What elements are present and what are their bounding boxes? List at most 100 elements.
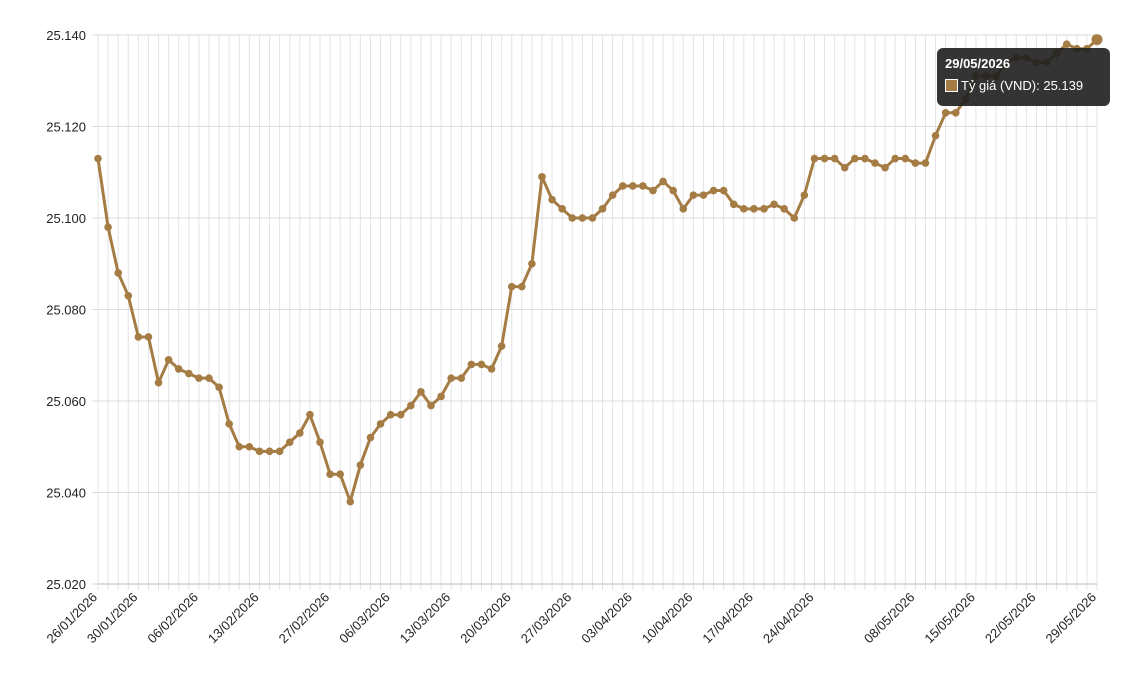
point (629, 182, 637, 190)
point (1091, 34, 1103, 46)
point (750, 205, 758, 213)
tooltip-swatch (945, 79, 958, 92)
point (518, 282, 526, 291)
point (386, 410, 395, 419)
x-tick-label: 06/02/2026 (144, 590, 201, 647)
point (598, 205, 607, 213)
point (427, 401, 435, 410)
point (689, 191, 698, 199)
x-tick-label: 22/05/2026 (982, 590, 1039, 647)
point (558, 205, 566, 213)
point (941, 108, 950, 117)
point (144, 333, 153, 341)
point (639, 182, 647, 190)
x-tick-label: 27/03/2026 (518, 590, 575, 647)
point (114, 269, 122, 277)
point (296, 429, 304, 437)
point (800, 191, 809, 199)
point (608, 191, 617, 199)
point (790, 214, 799, 222)
point (407, 401, 415, 410)
point (881, 163, 889, 172)
point (659, 177, 667, 186)
point (921, 159, 930, 167)
point (840, 163, 849, 172)
point (336, 470, 344, 479)
point (760, 205, 768, 213)
point (174, 365, 183, 373)
point (931, 131, 940, 140)
y-tick-label: 25.060 (46, 394, 86, 409)
point (719, 186, 728, 195)
point (215, 383, 223, 392)
x-tick-label: 24/04/2026 (760, 590, 817, 647)
point (245, 442, 254, 451)
y-tick-label: 25.140 (46, 28, 86, 43)
x-tick-label: 15/05/2026 (921, 590, 978, 647)
point (417, 388, 425, 396)
point (124, 291, 133, 300)
point (568, 214, 577, 222)
point (709, 186, 718, 195)
point (134, 333, 143, 341)
point (275, 447, 284, 456)
y-tick-label: 25.040 (46, 486, 86, 501)
point (164, 356, 173, 364)
point (618, 182, 627, 190)
tooltip: 29/05/2026 Tỷ giá (VND): 25.139 (937, 48, 1110, 106)
point (467, 360, 476, 369)
x-tick-label: 13/02/2026 (205, 590, 262, 647)
y-tick-label: 25.080 (46, 303, 86, 318)
x-tick-label: 10/04/2026 (639, 590, 696, 647)
point (538, 173, 546, 181)
point (588, 214, 597, 222)
point (851, 154, 859, 163)
x-tick-label: 03/04/2026 (578, 590, 635, 647)
point (891, 154, 899, 163)
point (507, 282, 516, 291)
point (548, 195, 556, 204)
point (497, 342, 506, 350)
point (185, 369, 193, 378)
point (154, 378, 163, 387)
point (326, 470, 334, 479)
point (951, 108, 960, 117)
point (225, 420, 233, 428)
point (396, 410, 405, 419)
point (94, 154, 102, 163)
x-tick-label: 08/05/2026 (861, 590, 918, 647)
x-tick-label: 20/03/2026 (457, 590, 514, 647)
point (830, 154, 839, 163)
x-tick-label: 13/03/2026 (397, 590, 454, 647)
y-tick-label: 25.120 (46, 120, 86, 135)
point (780, 205, 788, 213)
point (810, 154, 819, 163)
point (528, 259, 536, 268)
point (104, 223, 112, 231)
point (820, 154, 829, 163)
point (437, 392, 445, 401)
point (861, 154, 869, 163)
tooltip-text: Tỷ giá (VND): 25.139 (961, 78, 1084, 93)
point (265, 447, 274, 456)
point (477, 360, 486, 369)
point (679, 205, 688, 213)
point (255, 447, 264, 456)
point (699, 191, 708, 199)
point (346, 497, 355, 506)
line (96, 38, 1099, 504)
point (911, 159, 920, 167)
point (740, 205, 748, 213)
point (205, 374, 213, 382)
x-tick-label: 27/02/2026 (276, 590, 333, 647)
point (356, 461, 365, 469)
point (729, 200, 738, 209)
x-tick-label: 29/05/2026 (1042, 590, 1099, 647)
point (306, 410, 314, 419)
point (457, 374, 466, 382)
point (1062, 40, 1071, 48)
point (316, 438, 324, 446)
point (235, 442, 244, 451)
